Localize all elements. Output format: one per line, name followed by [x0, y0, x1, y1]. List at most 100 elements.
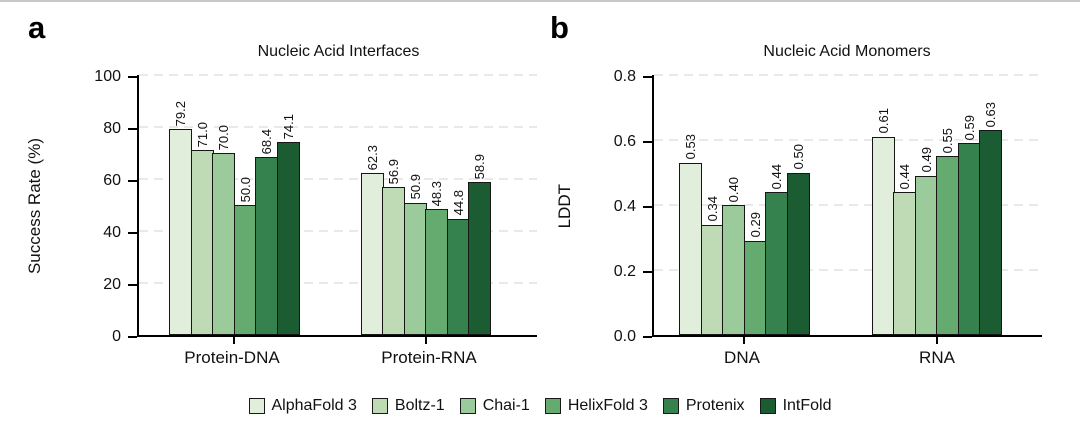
panel-a-y-axis-title-text: Success Rate (%)	[25, 137, 44, 275]
bar-value-label: 0.44	[897, 163, 912, 189]
x-tick-mark	[233, 337, 236, 344]
y-tick-mark	[128, 180, 137, 182]
bar-slot: 0.40	[722, 75, 745, 335]
bar	[190, 150, 214, 335]
panel-b-y-axis-scale: 0.0 0.2 0.4 0.6 0.8	[590, 68, 652, 345]
y-tick-label: 0	[112, 328, 121, 345]
bar-value-label: 62.3	[364, 144, 380, 171]
legend-label: Boltz-1	[394, 397, 445, 414]
bar-value-label: 0.55	[940, 127, 955, 154]
bar-value-label: 0.44	[769, 163, 784, 189]
gridline	[139, 282, 537, 284]
bar-slot: 71.0	[190, 75, 214, 335]
bar-value-label: 0.29	[747, 212, 763, 238]
bar-slot: 68.4	[255, 75, 278, 335]
bar-value-label: 0.59	[961, 114, 977, 141]
bar-slot: 74.1	[276, 75, 300, 335]
bar-slot: 44.8	[446, 75, 470, 335]
legend-item: IntFold	[759, 397, 831, 415]
legend-item: Protenix	[662, 397, 745, 415]
gridline	[139, 126, 537, 128]
bar-slot: 0.61	[871, 75, 895, 335]
bar-slot: 0.44	[893, 75, 916, 335]
gridline	[654, 74, 1042, 76]
bar-slot: 79.2	[169, 75, 192, 335]
y-tick-mark	[128, 336, 137, 338]
x-tick-mark	[935, 337, 938, 344]
category-label: Protein-DNA	[184, 348, 280, 367]
panel-b-label: b	[550, 10, 569, 45]
legend-item: HelixFold 3	[544, 397, 648, 415]
bar	[786, 172, 810, 335]
bar-slot: 50.0	[233, 75, 257, 335]
bar	[765, 192, 788, 335]
bar-value-label: 0.40	[726, 176, 741, 202]
bar	[743, 240, 767, 335]
bar-slot: 56.9	[382, 75, 405, 335]
panel-b-plot-area: 0.53 0.34 0.40 0.29 0.44 0.50 0.61 0.44 0.49 0.55…	[652, 74, 1042, 344]
bar	[425, 209, 448, 335]
x-tick-mark	[424, 337, 427, 344]
y-tick-mark	[128, 76, 137, 78]
y-tick-label: 0.0	[613, 328, 636, 345]
bar	[403, 202, 427, 335]
legend-item: Boltz-1	[371, 397, 445, 415]
bar-value-label: 50.0	[237, 176, 253, 202]
bar	[169, 129, 192, 335]
bar-slot: 0.50	[786, 75, 810, 335]
bar	[679, 162, 702, 335]
legend-swatch	[759, 398, 776, 414]
panel-a-title: Nucleic Acid Interfaces	[257, 43, 420, 60]
legend: AlphaFold 3 Boltz-1 Chai-1 HelixFold 3 Prote…	[0, 397, 1080, 415]
bar-slot: 70.0	[212, 75, 235, 335]
category-label: RNA	[919, 348, 955, 367]
panel-a-x-axis-labels: Protein-DNA Protein-RNA	[137, 348, 540, 368]
bar	[957, 143, 981, 335]
bar-value-label: 56.9	[386, 158, 401, 185]
gridline	[139, 74, 537, 76]
panel-a-label: a	[28, 10, 46, 45]
bar-value-label: 48.3	[429, 181, 444, 207]
bar-slot: 0.29	[743, 75, 767, 335]
panels-row: a Nucleic Acid Interfaces Success Rate (…	[0, 2, 1080, 368]
y-tick-label: 60	[103, 172, 121, 189]
gridline	[139, 178, 537, 180]
bar-slot: 0.44	[765, 75, 788, 335]
y-tick-label: 80	[103, 120, 121, 137]
bar-slot: 0.63	[979, 75, 1002, 335]
bar-value-label: 68.4	[259, 128, 274, 155]
bar	[382, 187, 405, 335]
bar	[871, 136, 895, 335]
bar-value-label: 58.9	[472, 153, 487, 179]
legend-label: Chai-1	[482, 397, 530, 414]
y-tick-mark	[643, 271, 652, 273]
bar-value-label: 0.53	[683, 134, 698, 160]
bar-slot: 0.49	[914, 75, 938, 335]
bar-value-label: 0.63	[983, 101, 998, 128]
bar	[936, 156, 959, 335]
panel-b-plot-row: LDDT 0.0 0.2 0.4 0.6 0.8 0.53 0.34 0.40 0.29 0.4…	[540, 68, 1080, 345]
panel-a-y-axis-title: Success Rate (%)	[0, 75, 70, 337]
bar-slot: 0.55	[936, 75, 959, 335]
bar	[468, 181, 491, 335]
y-tick-mark	[643, 206, 652, 208]
bar-group: 0.61 0.44 0.49 0.55 0.59 0.63	[871, 75, 1002, 344]
gridline	[654, 139, 1042, 141]
y-tick-mark	[643, 336, 652, 338]
legend-swatch	[248, 398, 265, 414]
bar-value-label: 0.50	[790, 144, 806, 170]
x-tick-mark	[743, 337, 746, 344]
legend-label: Protenix	[685, 397, 745, 414]
bar	[722, 205, 745, 335]
bar-slot: 62.3	[360, 75, 384, 335]
panel-b-y-axis-title: LDDT	[540, 75, 590, 337]
y-tick-label: 0.6	[613, 133, 636, 150]
y-tick-mark	[128, 128, 137, 130]
panel-a-plot-area: 79.2 71.0 70.0 50.0 68.4 74.1 62.3 56.9 50.9 48.3…	[137, 74, 537, 344]
legend-swatch	[544, 398, 561, 414]
bar-value-label: 0.61	[875, 108, 891, 134]
panel-b-x-axis-labels: DNA RNA	[652, 348, 1042, 368]
bar-slot: 50.9	[403, 75, 427, 335]
bar	[360, 173, 384, 335]
